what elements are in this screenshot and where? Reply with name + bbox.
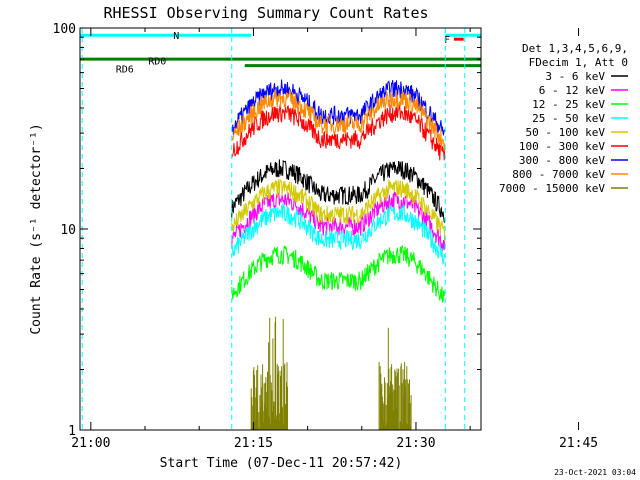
series-line — [231, 178, 446, 242]
x-tick-label: 21:00 — [71, 436, 110, 451]
x-axis-label: Start Time (07-Dec-11 20:57:42) — [160, 456, 403, 471]
chart-title: RHESSI Observing Summary Count Rates — [103, 4, 428, 22]
series-12-25-kev — [231, 245, 446, 304]
legend-header: FDecim 1, Att 0 — [529, 56, 628, 69]
series-25-50-kev — [231, 202, 446, 265]
x-tick-label: 21:15 — [234, 436, 273, 451]
legend-entry-label: 25 - 50 keV — [532, 112, 605, 125]
series-line — [231, 202, 446, 265]
legend: Det 1,3,4,5,6,9,FDecim 1, Att 03 - 6 keV… — [499, 42, 628, 195]
flag-bars: N F RD0 RD6 — [80, 31, 481, 76]
y-tick-label: 1 — [68, 424, 76, 439]
series-line — [231, 103, 446, 161]
y-tick-label: 10 — [60, 223, 76, 238]
timestamp: 23-Oct-2021 03:04 — [554, 468, 636, 477]
y-tick-label: 100 — [53, 22, 76, 37]
series-line — [231, 89, 446, 152]
legend-entry-label: 100 - 300 keV — [519, 140, 605, 153]
series-line — [231, 192, 446, 251]
legend-entry-label: 12 - 25 keV — [532, 98, 605, 111]
series-line — [231, 159, 446, 223]
series-6-12-kev — [231, 192, 446, 251]
series-100-300-kev — [231, 103, 446, 161]
series-50-100-kev — [231, 178, 446, 242]
legend-entry-label: 3 - 6 keV — [545, 70, 605, 83]
x-tick-label: 21:45 — [559, 436, 598, 451]
series-300-800-kev — [231, 79, 446, 137]
series-800-7000-kev — [231, 89, 446, 152]
flag-n-label: N — [173, 31, 179, 42]
legend-header: Det 1,3,4,5,6,9, — [522, 42, 628, 55]
series-7000-15000-kev — [250, 316, 412, 430]
legend-entry-label: 800 - 7000 keV — [512, 168, 605, 181]
legend-entry-label: 50 - 100 keV — [526, 126, 606, 139]
flag-rd6-label: RD6 — [116, 65, 134, 76]
legend-entry-label: 300 - 800 keV — [519, 154, 605, 167]
legend-entry-label: 7000 - 15000 keV — [499, 182, 605, 195]
legend-entry-label: 6 - 12 keV — [539, 84, 606, 97]
y-axis-label: Count Rate (s⁻¹ detector⁻¹) — [29, 123, 44, 334]
x-tick-label: 21:30 — [396, 436, 435, 451]
series-3-6-kev — [231, 159, 446, 223]
series-line — [231, 245, 446, 304]
flag-rd0-label: RD0 — [148, 56, 166, 67]
series-line — [231, 79, 446, 137]
flag-f-label: F — [444, 35, 450, 46]
plot-frame — [79, 27, 482, 431]
